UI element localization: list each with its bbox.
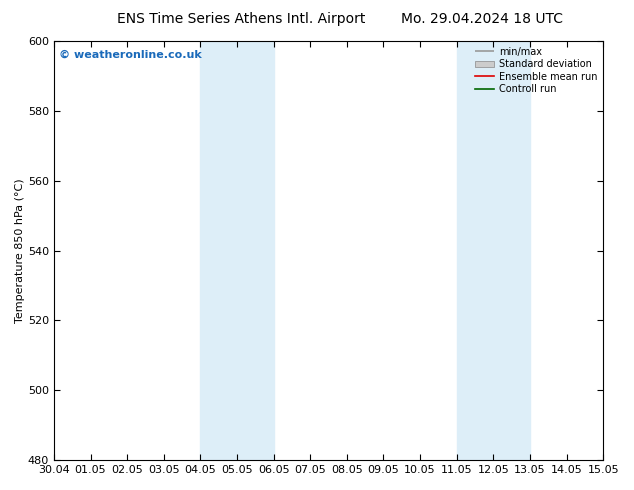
Text: ENS Time Series Athens Intl. Airport: ENS Time Series Athens Intl. Airport [117,12,365,26]
Legend: min/max, Standard deviation, Ensemble mean run, Controll run: min/max, Standard deviation, Ensemble me… [472,44,600,97]
Y-axis label: Temperature 850 hPa (°C): Temperature 850 hPa (°C) [15,178,25,323]
Bar [200,41,274,460]
Text: © weatheronline.co.uk: © weatheronline.co.uk [60,49,202,59]
Text: Mo. 29.04.2024 18 UTC: Mo. 29.04.2024 18 UTC [401,12,563,26]
Bar [456,41,530,460]
